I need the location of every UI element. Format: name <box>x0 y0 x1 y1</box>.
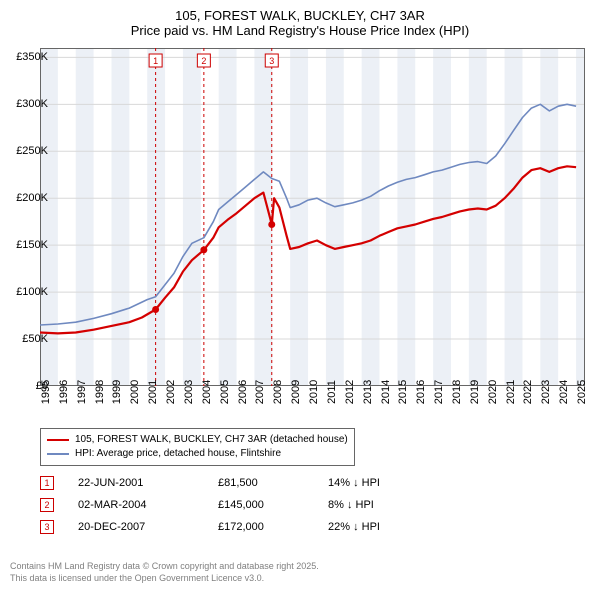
x-tick-label: 1996 <box>58 380 70 404</box>
y-tick-label: £50K <box>0 333 48 345</box>
legend-swatch <box>47 439 69 441</box>
y-tick-label: £200K <box>0 192 48 204</box>
title-line-2: Price paid vs. HM Land Registry's House … <box>0 23 600 38</box>
x-tick-label: 2009 <box>290 380 302 404</box>
marker-delta: 22% ↓ HPI <box>328 521 448 533</box>
x-tick-label: 2008 <box>272 380 284 404</box>
x-tick-label: 2004 <box>201 380 213 404</box>
marker-badge: 2 <box>40 498 54 512</box>
svg-text:2: 2 <box>201 56 206 66</box>
x-tick-label: 2000 <box>129 380 141 404</box>
y-tick-label: £350K <box>0 51 48 63</box>
marker-delta: 8% ↓ HPI <box>328 499 448 511</box>
marker-price: £81,500 <box>218 477 328 489</box>
footer-line-2: This data is licensed under the Open Gov… <box>10 572 319 584</box>
y-tick-label: £300K <box>0 98 48 110</box>
price-chart: 1 2 3 <box>40 48 585 386</box>
x-tick-label: 2012 <box>344 380 356 404</box>
x-tick-label: 2021 <box>505 380 517 404</box>
sale-marker-row: 2 02-MAR-2004£145,0008% ↓ HPI <box>40 494 448 516</box>
svg-text:3: 3 <box>269 56 274 66</box>
marker-date: 22-JUN-2001 <box>78 477 218 489</box>
x-tick-label: 2024 <box>558 380 570 404</box>
x-tick-label: 2016 <box>415 380 427 404</box>
y-tick-label: £250K <box>0 145 48 157</box>
x-tick-label: 2017 <box>433 380 445 404</box>
x-tick-label: 1999 <box>111 380 123 404</box>
x-tick-label: 2023 <box>540 380 552 404</box>
legend-label: HPI: Average price, detached house, Flin… <box>75 447 281 461</box>
x-tick-label: 2022 <box>522 380 534 404</box>
legend-swatch <box>47 453 69 455</box>
x-tick-label: 2003 <box>183 380 195 404</box>
x-tick-label: 2018 <box>451 380 463 404</box>
x-tick-label: 2001 <box>147 380 159 404</box>
chart-title: 105, FOREST WALK, BUCKLEY, CH7 3AR Price… <box>0 0 600 38</box>
x-tick-label: 1998 <box>94 380 106 404</box>
legend: 105, FOREST WALK, BUCKLEY, CH7 3AR (deta… <box>40 428 355 466</box>
x-tick-label: 2006 <box>237 380 249 404</box>
svg-text:1: 1 <box>153 56 158 66</box>
footer-attribution: Contains HM Land Registry data © Crown c… <box>10 560 319 584</box>
footer-line-1: Contains HM Land Registry data © Crown c… <box>10 560 319 572</box>
x-tick-label: 2015 <box>397 380 409 404</box>
x-tick-label: 2011 <box>326 380 338 404</box>
chart-area: 1 2 3 <box>40 48 585 386</box>
sale-marker-row: 1 22-JUN-2001£81,50014% ↓ HPI <box>40 472 448 494</box>
x-tick-label: 2010 <box>308 380 320 404</box>
x-tick-label: 2002 <box>165 380 177 404</box>
marker-date: 02-MAR-2004 <box>78 499 218 511</box>
x-tick-label: 1997 <box>76 380 88 404</box>
marker-delta: 14% ↓ HPI <box>328 477 448 489</box>
y-tick-label: £100K <box>0 286 48 298</box>
legend-item: 105, FOREST WALK, BUCKLEY, CH7 3AR (deta… <box>47 433 348 447</box>
y-tick-label: £150K <box>0 239 48 251</box>
marker-price: £145,000 <box>218 499 328 511</box>
marker-badge: 3 <box>40 520 54 534</box>
x-tick-label: 2005 <box>219 380 231 404</box>
sale-marker-row: 3 20-DEC-2007£172,00022% ↓ HPI <box>40 516 448 538</box>
marker-price: £172,000 <box>218 521 328 533</box>
marker-badge: 1 <box>40 476 54 490</box>
x-tick-label: 2020 <box>487 380 499 404</box>
legend-item: HPI: Average price, detached house, Flin… <box>47 447 348 461</box>
x-tick-label: 2013 <box>362 380 374 404</box>
title-line-1: 105, FOREST WALK, BUCKLEY, CH7 3AR <box>0 8 600 23</box>
x-tick-label: 1995 <box>40 380 52 404</box>
x-tick-label: 2025 <box>576 380 588 404</box>
x-tick-label: 2007 <box>254 380 266 404</box>
x-tick-label: 2019 <box>469 380 481 404</box>
x-tick-label: 2014 <box>380 380 392 404</box>
sale-markers-table: 1 22-JUN-2001£81,50014% ↓ HPI 2 02-MAR-2004… <box>40 472 448 538</box>
marker-date: 20-DEC-2007 <box>78 521 218 533</box>
legend-label: 105, FOREST WALK, BUCKLEY, CH7 3AR (deta… <box>75 433 348 447</box>
